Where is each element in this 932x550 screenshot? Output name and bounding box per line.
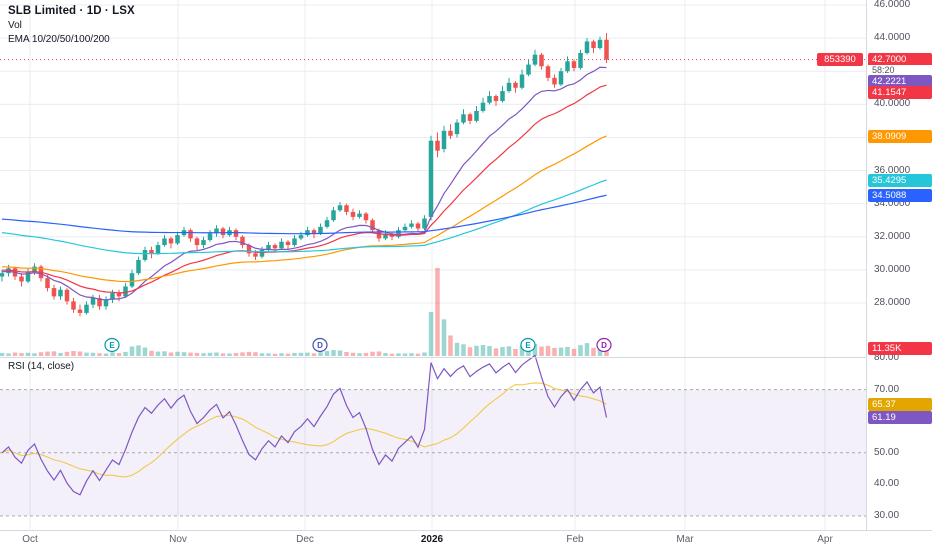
time-axis-label: Feb bbox=[566, 534, 584, 545]
event-marker-label: D bbox=[317, 341, 323, 350]
ema-10-badge: 42.2221 bbox=[868, 74, 932, 88]
last-price-badge: 42.7000 bbox=[868, 52, 932, 66]
price-axis-label: 28.0000 bbox=[874, 297, 911, 308]
volume-indicator-label[interactable]: Vol bbox=[8, 20, 22, 31]
ema-50-line bbox=[1, 135, 607, 283]
ema-50-badge: 38.0909 bbox=[868, 129, 932, 143]
bar-volume-counter-badge: 853390 bbox=[817, 52, 863, 66]
price-scale[interactable]: 46.000044.000042.000040.000038.000036.00… bbox=[817, 0, 932, 530]
ema-100-badge: 35.4295 bbox=[868, 174, 932, 187]
ema-indicator-label[interactable]: EMA 10/20/50/100/200 bbox=[8, 34, 110, 45]
event-marker-d[interactable] bbox=[312, 337, 328, 353]
price-axis-label: 32.0000 bbox=[874, 230, 911, 242]
price-axis-label: 34.0000 bbox=[874, 197, 911, 209]
time-axis-label: Oct bbox=[22, 534, 38, 545]
bar-countdown: 58:20 bbox=[868, 64, 932, 76]
event-marker-e[interactable] bbox=[520, 337, 536, 353]
event-marker-d[interactable] bbox=[596, 337, 612, 353]
ema-200-line bbox=[1, 194, 607, 235]
volume-badge: 11.35K bbox=[868, 342, 932, 355]
price-axis-label: 36.0000 bbox=[874, 164, 911, 176]
event-marker-label: E bbox=[525, 341, 531, 350]
time-axis-label: Nov bbox=[169, 534, 187, 545]
rsi-axis-label: 80.00 bbox=[874, 352, 900, 363]
ema-200-badge: 34.5088 bbox=[868, 189, 932, 203]
symbol-title[interactable]: SLB Limited · 1D · LSX bbox=[8, 5, 135, 17]
rsi-axis-label: 70.00 bbox=[874, 383, 900, 395]
event-marker-label: E bbox=[109, 341, 115, 350]
ema-10-line bbox=[1, 66, 607, 301]
price-axis-label: 46.0000 bbox=[874, 0, 911, 10]
time-axis-label: Apr bbox=[817, 534, 833, 545]
ema-20-badge: 41.1547 bbox=[868, 85, 932, 99]
rsi-indicator-label[interactable]: RSI (14, close) bbox=[8, 361, 75, 372]
time-axis-label: Mar bbox=[676, 534, 694, 545]
price-axis-label: 40.0000 bbox=[874, 98, 911, 110]
chart-legend: SLB Limited · 1D · LSX Vol EMA 10/20/50/… bbox=[8, 5, 135, 45]
event-marker-label: D bbox=[601, 341, 607, 350]
rsi-badge: 61.19 bbox=[868, 411, 932, 425]
time-axis-label: 2026 bbox=[420, 534, 444, 545]
candlesticks bbox=[0, 33, 609, 317]
rsi-axis-label: 40.00 bbox=[874, 478, 900, 490]
volume-bars bbox=[0, 268, 609, 356]
rsi-axis-label: 30.00 bbox=[874, 510, 900, 521]
event-marker-e[interactable] bbox=[104, 337, 120, 353]
price-axis-label: 30.0000 bbox=[874, 263, 911, 275]
time-axis-label: Dec bbox=[296, 534, 314, 545]
rsi-ma-badge: 65.37 bbox=[868, 398, 932, 412]
rsi-line bbox=[1, 354, 608, 496]
ema-20-line bbox=[1, 84, 607, 294]
pane-separator[interactable] bbox=[0, 357, 866, 358]
time-axis[interactable]: Oct Nov Dec 2026 Feb Mar Apr bbox=[0, 530, 932, 550]
ema-100-line bbox=[1, 179, 607, 255]
rsi-axis-label: 50.00 bbox=[874, 446, 900, 458]
price-axis-label: 44.0000 bbox=[874, 32, 911, 44]
